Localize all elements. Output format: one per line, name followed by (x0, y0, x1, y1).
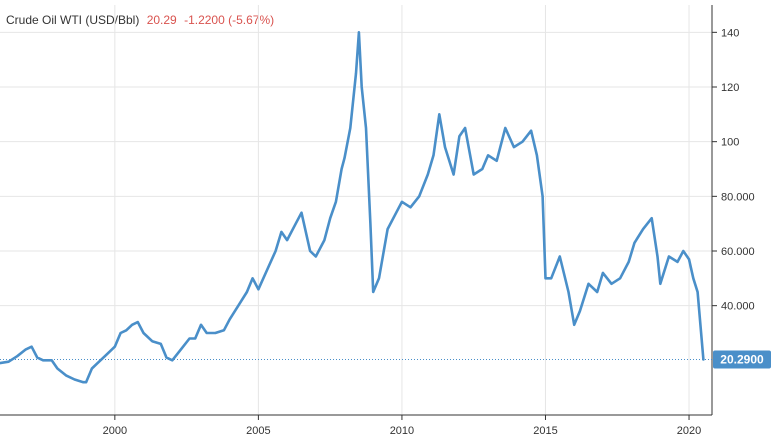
x-tick-label: 2005 (246, 425, 270, 437)
price-line (0, 30, 705, 384)
last-value-badge: 20.2900 (713, 350, 771, 369)
y-tick-label: 60.000 (721, 246, 755, 258)
y-axis-ticks: 40.000 60.000 80.000 100 120 140 (712, 27, 755, 313)
chart-header: Crude Oil WTI (USD/Bbl) 20.29 -1.2200 (-… (6, 13, 274, 27)
x-axis-ticks: 2000 2005 2010 2015 2020 (103, 415, 701, 437)
x-tick-label: 2015 (533, 425, 557, 437)
x-tick-label: 2010 (390, 425, 414, 437)
x-tick-label: 2020 (677, 425, 701, 437)
y-tick-label: 40.000 (721, 301, 755, 313)
chart-grid (0, 5, 712, 415)
y-tick-label: 140 (721, 27, 739, 39)
price-change: -1.2200 (-5.67%) (184, 13, 275, 27)
y-tick-label: 100 (721, 137, 739, 149)
last-price: 20.29 (146, 13, 177, 27)
last-value-label: 20.2900 (720, 353, 764, 367)
instrument-name: Crude Oil WTI (USD/Bbl) (6, 13, 140, 27)
y-tick-label: 120 (721, 82, 739, 94)
x-tick-label: 2000 (103, 425, 127, 437)
last-value-badge-bg (713, 350, 771, 369)
y-tick-label: 80.000 (721, 191, 755, 203)
